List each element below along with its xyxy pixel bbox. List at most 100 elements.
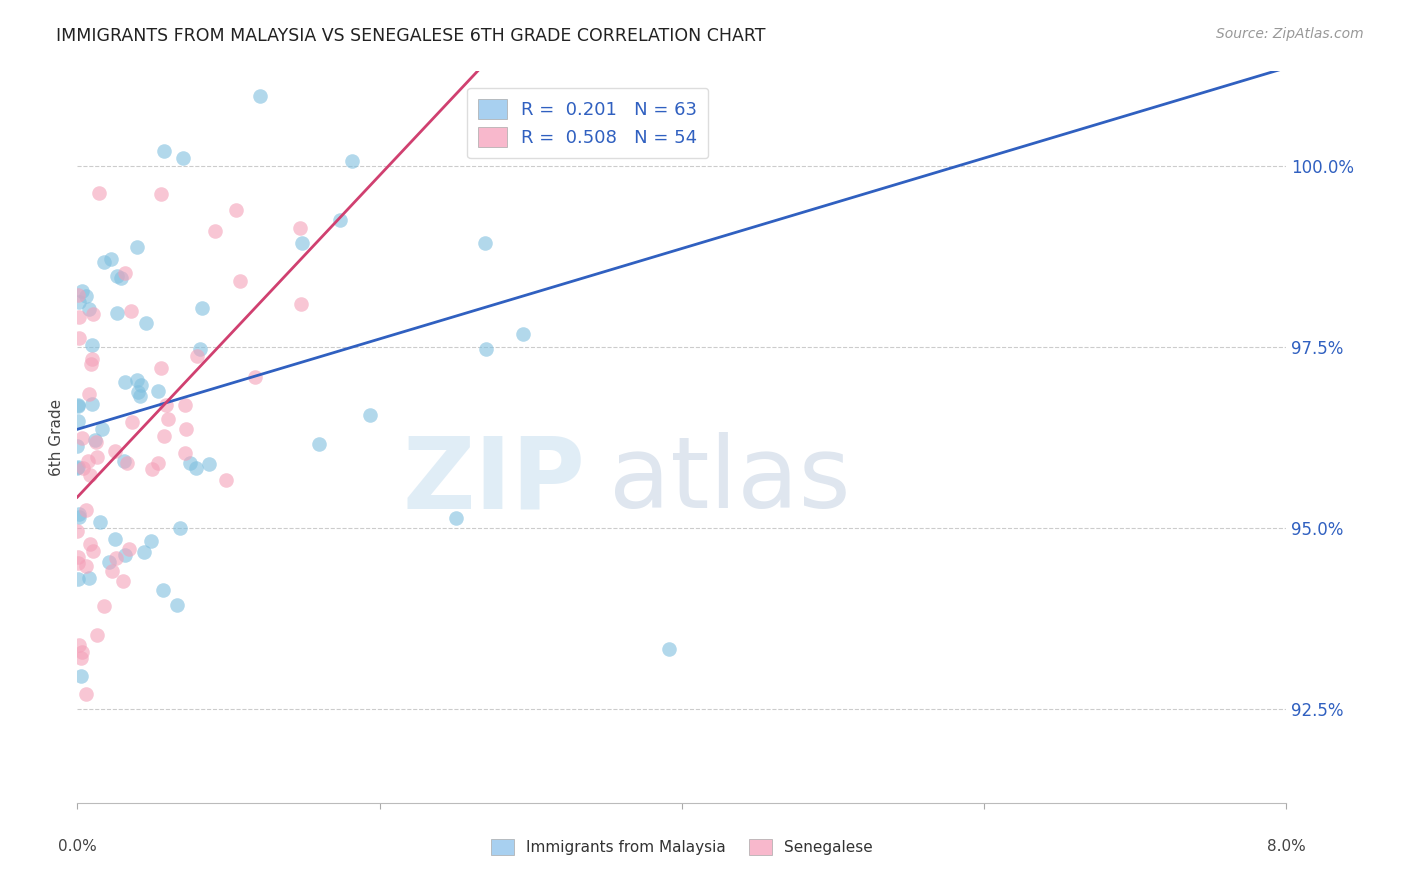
Point bbox=[80, 352, 103, 367]
Point bbox=[114, 375, 136, 389]
Point bbox=[70, 645, 93, 659]
Point bbox=[152, 429, 174, 443]
Point bbox=[152, 582, 174, 597]
Point bbox=[225, 202, 247, 217]
Point bbox=[172, 151, 194, 165]
Point bbox=[329, 213, 352, 227]
Point bbox=[112, 574, 135, 588]
Point bbox=[198, 457, 221, 471]
Legend: Immigrants from Malaysia, Senegalese: Immigrants from Malaysia, Senegalese bbox=[485, 833, 879, 861]
Point bbox=[77, 571, 100, 585]
Point bbox=[67, 510, 90, 524]
Point bbox=[79, 536, 101, 550]
Text: Source: ZipAtlas.com: Source: ZipAtlas.com bbox=[1216, 27, 1364, 41]
Point bbox=[105, 306, 128, 320]
Point bbox=[150, 360, 173, 375]
Point bbox=[290, 297, 312, 311]
Point bbox=[288, 220, 311, 235]
Point bbox=[75, 503, 97, 517]
Point bbox=[77, 454, 100, 468]
Point bbox=[174, 446, 197, 460]
Point bbox=[82, 307, 104, 321]
Point bbox=[66, 399, 89, 413]
Point bbox=[89, 515, 111, 529]
Point bbox=[67, 460, 90, 475]
Point bbox=[128, 389, 150, 403]
Point bbox=[169, 521, 191, 535]
Point bbox=[121, 415, 143, 429]
Point bbox=[67, 398, 90, 412]
Point bbox=[186, 349, 208, 363]
Point bbox=[93, 599, 115, 613]
Point bbox=[359, 408, 381, 422]
Point bbox=[474, 235, 496, 250]
Point bbox=[86, 628, 108, 642]
Point bbox=[72, 285, 94, 299]
Point bbox=[155, 398, 177, 412]
Point bbox=[82, 544, 104, 558]
Point bbox=[69, 295, 91, 310]
Point bbox=[475, 342, 498, 356]
Point bbox=[84, 434, 107, 449]
Point bbox=[83, 433, 105, 447]
Point bbox=[67, 331, 90, 345]
Point bbox=[67, 310, 90, 324]
Point bbox=[512, 327, 534, 342]
Text: atlas: atlas bbox=[609, 433, 851, 530]
Point bbox=[66, 572, 89, 586]
Point bbox=[67, 638, 90, 652]
Point bbox=[146, 456, 169, 470]
Point bbox=[129, 377, 152, 392]
Point bbox=[291, 236, 314, 251]
Point bbox=[115, 457, 138, 471]
Point bbox=[308, 437, 330, 451]
Point bbox=[77, 386, 100, 401]
Point bbox=[120, 304, 142, 318]
Point bbox=[77, 302, 100, 317]
Point bbox=[75, 688, 97, 702]
Point bbox=[166, 598, 188, 612]
Point bbox=[243, 370, 266, 384]
Point bbox=[150, 186, 173, 201]
Point bbox=[86, 450, 108, 465]
Point bbox=[80, 357, 103, 371]
Text: ZIP: ZIP bbox=[402, 433, 585, 530]
Point bbox=[114, 266, 136, 280]
Point bbox=[340, 154, 363, 169]
Point bbox=[70, 651, 93, 665]
Text: IMMIGRANTS FROM MALAYSIA VS SENEGALESE 6TH GRADE CORRELATION CHART: IMMIGRANTS FROM MALAYSIA VS SENEGALESE 6… bbox=[56, 27, 766, 45]
Point bbox=[93, 254, 115, 268]
Point bbox=[66, 461, 89, 475]
Point bbox=[66, 556, 89, 570]
Point bbox=[444, 511, 467, 525]
Point bbox=[82, 397, 104, 411]
Point bbox=[132, 545, 155, 559]
Point bbox=[72, 460, 94, 475]
Point bbox=[125, 240, 148, 254]
Point bbox=[173, 398, 195, 412]
Point bbox=[127, 385, 149, 400]
Point bbox=[101, 564, 124, 578]
Point bbox=[179, 456, 201, 470]
Point bbox=[190, 301, 212, 315]
Point bbox=[75, 559, 97, 574]
Point bbox=[66, 550, 89, 565]
Point bbox=[228, 274, 250, 288]
Point bbox=[105, 551, 128, 566]
Y-axis label: 6th Grade: 6th Grade bbox=[49, 399, 65, 475]
Point bbox=[97, 556, 120, 570]
Point bbox=[114, 548, 136, 562]
Point bbox=[66, 414, 89, 428]
Point bbox=[80, 337, 103, 351]
Point bbox=[294, 55, 316, 70]
Point bbox=[103, 533, 125, 547]
Point bbox=[91, 421, 114, 435]
Point bbox=[157, 412, 180, 426]
Point bbox=[110, 271, 132, 285]
Point bbox=[70, 432, 93, 446]
Point bbox=[69, 669, 91, 683]
Point bbox=[87, 186, 110, 200]
Point bbox=[75, 289, 97, 303]
Point bbox=[100, 252, 122, 266]
Point bbox=[103, 444, 125, 458]
